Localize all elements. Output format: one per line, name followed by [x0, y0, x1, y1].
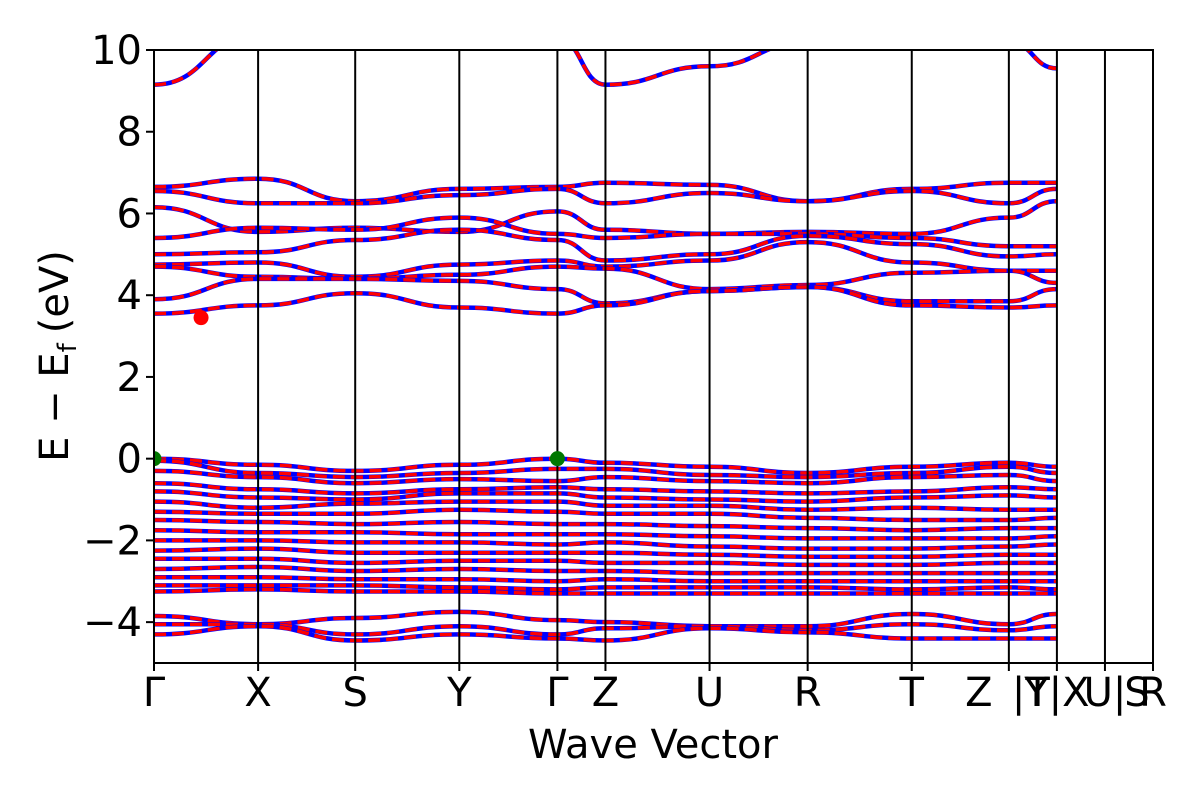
vbm-marker	[154, 451, 162, 467]
vbm-marker	[549, 451, 565, 467]
y-tick-label: 10	[91, 28, 142, 74]
x-tick-label: U	[695, 670, 724, 716]
x-tick-label: R	[1139, 670, 1167, 716]
x-tick-label: T	[899, 670, 925, 716]
x-tick-label: S	[343, 670, 368, 716]
y-tick-label: 6	[117, 191, 142, 237]
y-axis-label-subscript: f	[53, 342, 83, 352]
x-tick-label: Y|X	[1023, 670, 1089, 716]
y-tick-label: 4	[117, 273, 142, 319]
x-tick-label: S	[1124, 670, 1149, 716]
x-tick-label: Z	[592, 670, 619, 716]
y-tick-label: 2	[117, 355, 142, 401]
x-tick-label: Γ	[143, 670, 166, 716]
x-tick-label: Z	[965, 670, 992, 716]
x-tick-label: Γ	[546, 670, 569, 716]
x-tick-label: X	[244, 670, 271, 716]
y-tick-label: 0	[117, 437, 142, 483]
x-axis-label: Wave Vector	[528, 722, 779, 768]
x-tick-label: R	[794, 670, 822, 716]
y-tick-label: −2	[83, 518, 142, 564]
x-tick-label: U|	[1084, 670, 1127, 716]
x-tick-label: Y	[446, 670, 472, 716]
kpoint-lines-layer	[257, 50, 1106, 663]
y-axis-label-main: E − E	[32, 352, 78, 462]
labels-layer: Wave Vector E − Ef (eV)	[32, 250, 779, 768]
markers-layer	[154, 310, 565, 467]
plot-frame	[153, 49, 1154, 664]
y-tick-label: 8	[117, 110, 142, 156]
x-tick-label: |T	[1012, 670, 1050, 716]
y-axis-label-unit: (eV)	[32, 250, 78, 333]
y-axis-label: E − Ef (eV)	[32, 250, 83, 462]
y-tick-label: −4	[83, 600, 142, 646]
cbm-marker	[193, 310, 209, 326]
